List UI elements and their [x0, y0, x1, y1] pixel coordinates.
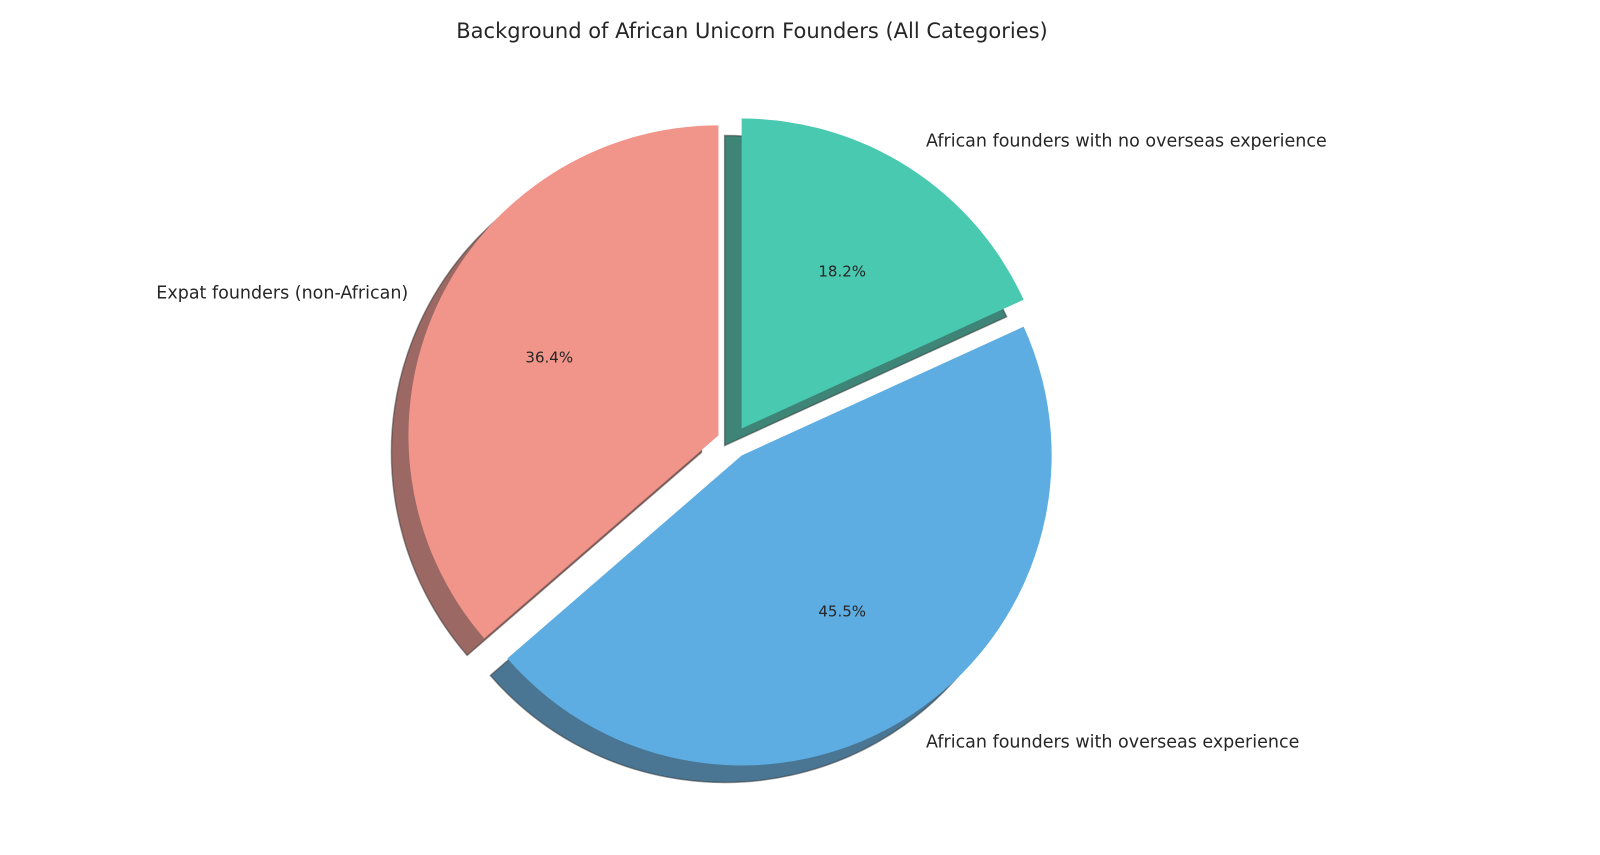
- percent-label: 45.5%: [818, 602, 866, 620]
- slice-layer: [408, 118, 1052, 766]
- slice-label: Expat founders (non-African): [156, 284, 408, 304]
- pie-slice: [408, 125, 719, 639]
- percent-label: 36.4%: [525, 349, 573, 367]
- pie-slice: [507, 326, 1052, 766]
- slice-label: African founders with overseas experienc…: [926, 732, 1299, 752]
- slice-label: African founders with no overseas experi…: [926, 132, 1327, 152]
- chart-title: Background of African Unicorn Founders (…: [456, 19, 1048, 43]
- label-layer: Expat founders (non-African) 36.4% African…: [156, 132, 1326, 753]
- percent-label: 18.2%: [818, 263, 866, 281]
- pie-slice: [741, 118, 1024, 429]
